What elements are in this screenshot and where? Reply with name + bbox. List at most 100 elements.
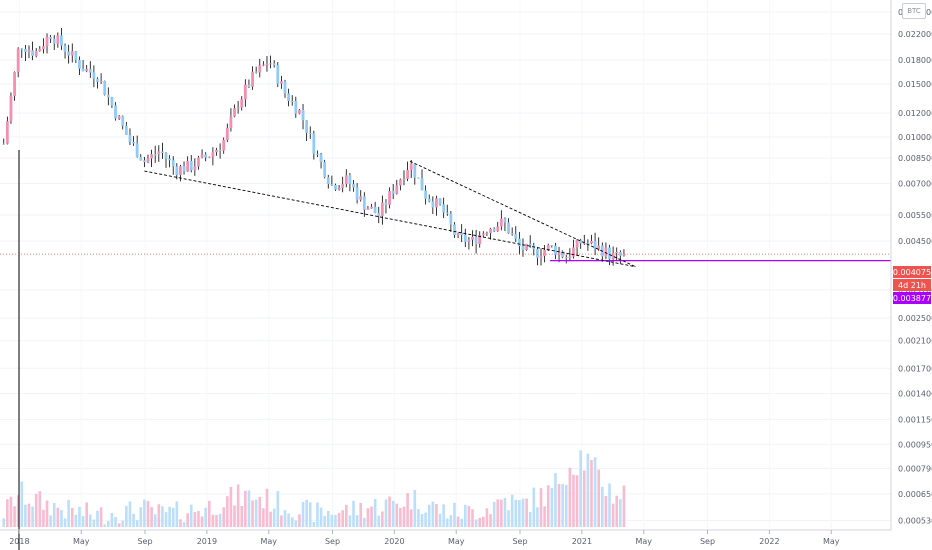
- volume-bar: [146, 500, 150, 527]
- volume-bar: [294, 520, 298, 527]
- volume-bar: [590, 460, 593, 527]
- candle-body: [445, 212, 449, 214]
- candle-body: [543, 249, 547, 257]
- candle-body: [355, 187, 359, 200]
- candle-body: [197, 157, 200, 167]
- candle-body: [514, 233, 518, 239]
- volume-bar: [265, 488, 269, 527]
- candle-body: [406, 170, 409, 179]
- candle-body: [395, 185, 399, 194]
- candle-body: [110, 97, 114, 106]
- currency-label[interactable]: BTC: [902, 3, 926, 19]
- candle-body: [572, 247, 575, 257]
- volume-bar: [42, 509, 45, 527]
- volume-bar: [586, 453, 590, 527]
- candle-body: [142, 160, 146, 163]
- candle-body: [409, 163, 413, 171]
- candle-body: [586, 243, 590, 245]
- volume-bar: [150, 507, 153, 527]
- volume-bar: [316, 502, 319, 527]
- volume-bar: [92, 519, 96, 527]
- volume-bar: [298, 514, 301, 527]
- candle-body: [233, 108, 236, 117]
- volume-bar: [619, 499, 622, 527]
- volume-bar: [52, 502, 56, 527]
- volume-bar: [373, 498, 377, 527]
- last-price-tag-text: 0.004075: [893, 268, 931, 277]
- volume-bar: [572, 474, 575, 527]
- candle-body: [427, 198, 431, 202]
- candle-body: [420, 178, 424, 191]
- volume-bar: [561, 484, 564, 527]
- volume-bar: [215, 515, 218, 527]
- candle-body: [352, 183, 355, 188]
- volume-bar: [27, 503, 31, 527]
- volume-bar: [200, 516, 204, 527]
- volume-bar: [125, 505, 128, 527]
- candle-body: [305, 120, 309, 134]
- candle-body: [564, 257, 568, 259]
- volume-bar: [478, 517, 482, 527]
- candle-body: [362, 196, 366, 210]
- volume-bar: [579, 450, 582, 527]
- volume-bar: [276, 491, 280, 527]
- volume-bar: [13, 506, 16, 527]
- volume-bar: [244, 490, 247, 527]
- candle-body: [438, 198, 442, 205]
- volume-bar: [171, 507, 175, 527]
- candle-body: [344, 175, 348, 184]
- volume-bar: [395, 503, 399, 527]
- volume-bar: [485, 508, 489, 527]
- volume-bar: [81, 515, 85, 527]
- volume-bar: [258, 496, 262, 527]
- time-axis-label: Sep: [325, 537, 340, 546]
- volume-bar: [272, 508, 276, 527]
- volume-bar: [348, 515, 352, 527]
- candle-body: [597, 245, 601, 250]
- candle-body: [561, 251, 565, 258]
- volume-bar: [536, 507, 539, 527]
- volume-bar: [186, 513, 189, 527]
- candle-body: [9, 96, 13, 122]
- candle-body: [456, 232, 460, 236]
- volume-bar: [510, 494, 514, 527]
- volume-bar: [496, 499, 500, 527]
- volume-bar: [128, 501, 132, 527]
- candle-body: [575, 239, 579, 248]
- volume-bar: [280, 515, 283, 527]
- volume-bar: [63, 518, 67, 527]
- volume-bar: [24, 504, 27, 527]
- volume-bar: [391, 500, 395, 527]
- volume-bar: [218, 513, 222, 527]
- time-axis-label: Sep: [512, 537, 527, 546]
- volume-bar: [326, 510, 330, 527]
- candle-body: [207, 156, 211, 158]
- candle-body: [229, 116, 233, 128]
- volume-bar: [229, 486, 233, 527]
- candle-body: [67, 51, 71, 56]
- candle-body: [204, 154, 208, 158]
- volume-bar: [424, 512, 427, 527]
- candle-body: [81, 68, 85, 72]
- volume-bar: [420, 514, 424, 527]
- volume-bar: [222, 507, 226, 527]
- volume-bar: [366, 508, 370, 527]
- candle-body: [150, 154, 153, 159]
- candle-body: [471, 236, 474, 240]
- candle-body: [45, 37, 49, 47]
- candle-body: [492, 228, 496, 232]
- candle-body: [521, 246, 525, 250]
- volume-bar: [514, 499, 518, 527]
- volume-bar: [467, 506, 471, 527]
- candle-body: [171, 160, 175, 167]
- candle-body: [334, 184, 337, 190]
- candle-body: [16, 48, 20, 73]
- candle-body: [460, 232, 464, 235]
- candle-body: [582, 243, 586, 245]
- candle-body: [435, 198, 438, 208]
- time-axis[interactable]: 2018 May Sep 2019 May Sep 2020 May Sep 2021 May Sep…: [9, 530, 840, 546]
- volume-bar: [456, 516, 460, 527]
